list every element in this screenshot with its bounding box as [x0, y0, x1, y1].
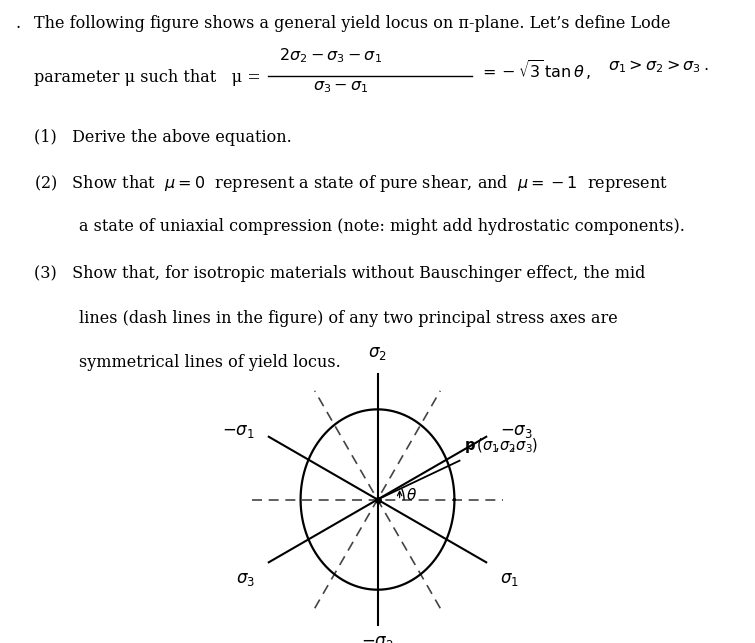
Text: (1)   Derive the above equation.: (1) Derive the above equation. — [34, 129, 291, 146]
Text: $\sigma_3 - \sigma_1$: $\sigma_3 - \sigma_1$ — [313, 78, 368, 95]
Text: symmetrical lines of yield locus.: symmetrical lines of yield locus. — [79, 354, 341, 371]
Text: $= -\sqrt{3}\,\tan\theta\,,$: $= -\sqrt{3}\,\tan\theta\,,$ — [479, 58, 592, 82]
Text: $\mathbf{p}\,(\sigma_1\!\!,\!\sigma_2\!\!,\!\sigma_3)$: $\mathbf{p}\,(\sigma_1\!\!,\!\sigma_2\!\… — [464, 437, 538, 455]
Text: $\sigma_2$: $\sigma_2$ — [368, 345, 387, 363]
Text: .: . — [15, 15, 20, 32]
Text: $\theta$: $\theta$ — [405, 487, 417, 503]
Text: $\sigma_3$: $\sigma_3$ — [236, 571, 255, 588]
Text: lines (dash lines in the figure) of any two principal stress axes are: lines (dash lines in the figure) of any … — [79, 309, 618, 327]
Text: a state of uniaxial compression (note: might add hydrostatic components).: a state of uniaxial compression (note: m… — [79, 218, 685, 235]
Text: $-\sigma_1$: $-\sigma_1$ — [223, 422, 255, 440]
Text: (2)   Show that  $\mu = 0$  represent a state of pure shear, and  $\mu = -1$  re: (2) Show that $\mu = 0$ represent a stat… — [34, 174, 668, 194]
Text: $\sigma_1$: $\sigma_1$ — [500, 571, 519, 588]
Text: $\sigma_1 > \sigma_2 > \sigma_3\,.$: $\sigma_1 > \sigma_2 > \sigma_3\,.$ — [608, 58, 708, 75]
Text: $-\sigma_2$: $-\sigma_2$ — [361, 634, 394, 643]
Text: $2\sigma_2 - \sigma_3 - \sigma_1$: $2\sigma_2 - \sigma_3 - \sigma_1$ — [279, 47, 382, 66]
Text: (3)   Show that, for isotropic materials without Bauschinger effect, the mid: (3) Show that, for isotropic materials w… — [34, 265, 646, 282]
Text: $-\sigma_3$: $-\sigma_3$ — [500, 422, 533, 440]
Text: parameter μ such that   μ =: parameter μ such that μ = — [34, 69, 260, 86]
Text: The following figure shows a general yield locus on π-plane. Let’s define Lode: The following figure shows a general yie… — [34, 15, 670, 32]
